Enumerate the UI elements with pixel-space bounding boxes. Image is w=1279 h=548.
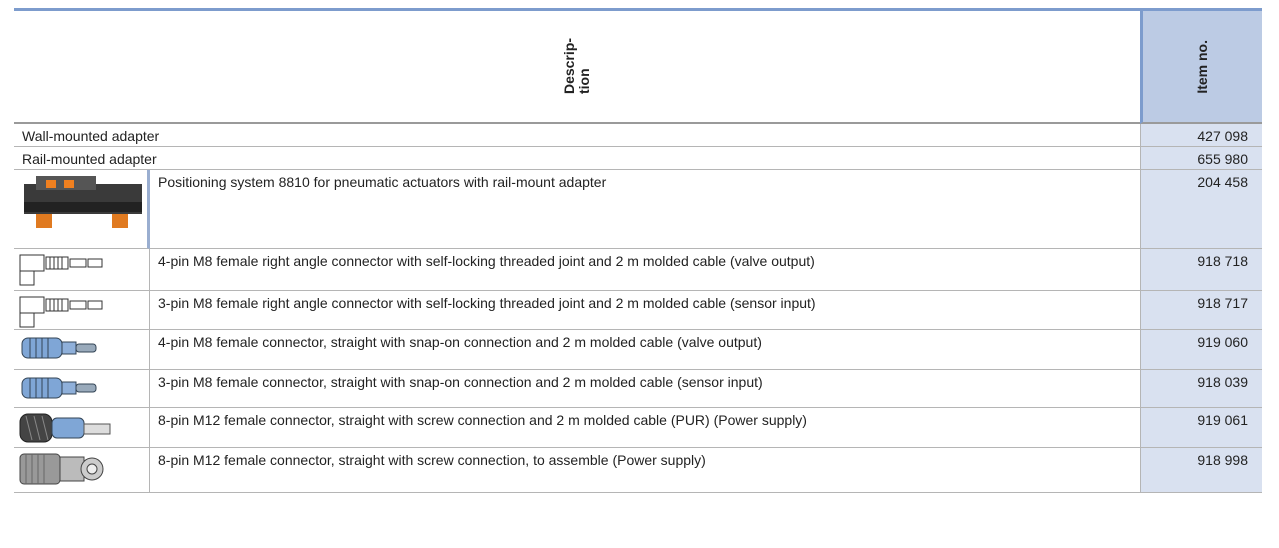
row-description: 3-pin M8 female connector, straight with… xyxy=(150,370,1140,408)
row-image xyxy=(14,408,150,448)
row-item-no: 918 998 xyxy=(1140,448,1262,493)
row-description: 4-pin M8 female right angle connector wi… xyxy=(150,249,1140,291)
row-description: 4-pin M8 female connector, straight with… xyxy=(150,330,1140,370)
product-icon xyxy=(24,176,142,228)
header-top-rule xyxy=(14,8,1262,11)
row-image xyxy=(14,370,150,408)
row-description: Wall-mounted adapter xyxy=(14,124,1140,147)
row-description: 8-pin M12 female connector, straight wit… xyxy=(150,408,1140,448)
row-item-no: 427 098 xyxy=(1140,124,1262,147)
row-item-no: 655 980 xyxy=(1140,147,1262,170)
row-item-no: 919 060 xyxy=(1140,330,1262,370)
row-item-no: 919 061 xyxy=(1140,408,1262,448)
product-icon xyxy=(19,296,103,328)
row-item-no: 204 458 xyxy=(1140,170,1262,249)
row-item-no: 918 039 xyxy=(1140,370,1262,408)
row-image xyxy=(14,330,150,370)
row-item-no: 918 717 xyxy=(1140,291,1262,330)
row-image xyxy=(14,249,150,291)
product-icon xyxy=(19,453,104,485)
row-description: Rail-mounted adapter xyxy=(14,147,1140,170)
product-icon xyxy=(21,337,97,359)
header-item-no: Item no. xyxy=(1140,11,1262,124)
product-icon xyxy=(21,377,97,399)
row-description: 8-pin M12 female connector, straight wit… xyxy=(150,448,1140,493)
row-description: 3-pin M8 female right angle connector wi… xyxy=(150,291,1140,330)
header-description-text: Descrip- tion xyxy=(561,38,592,95)
header-line: tion xyxy=(576,68,592,95)
header-item-no-text: Item no. xyxy=(1194,39,1210,94)
product-icon xyxy=(19,413,111,443)
product-icon xyxy=(19,254,103,286)
row-description: Positioning system 8810 for pneumatic ac… xyxy=(150,170,1140,249)
header-line: Descrip- xyxy=(561,38,577,95)
header-description: Descrip- tion xyxy=(14,11,1140,124)
row-item-no: 918 718 xyxy=(1140,249,1262,291)
row-image xyxy=(14,291,150,330)
row-image xyxy=(14,170,150,249)
row-image xyxy=(14,448,150,493)
